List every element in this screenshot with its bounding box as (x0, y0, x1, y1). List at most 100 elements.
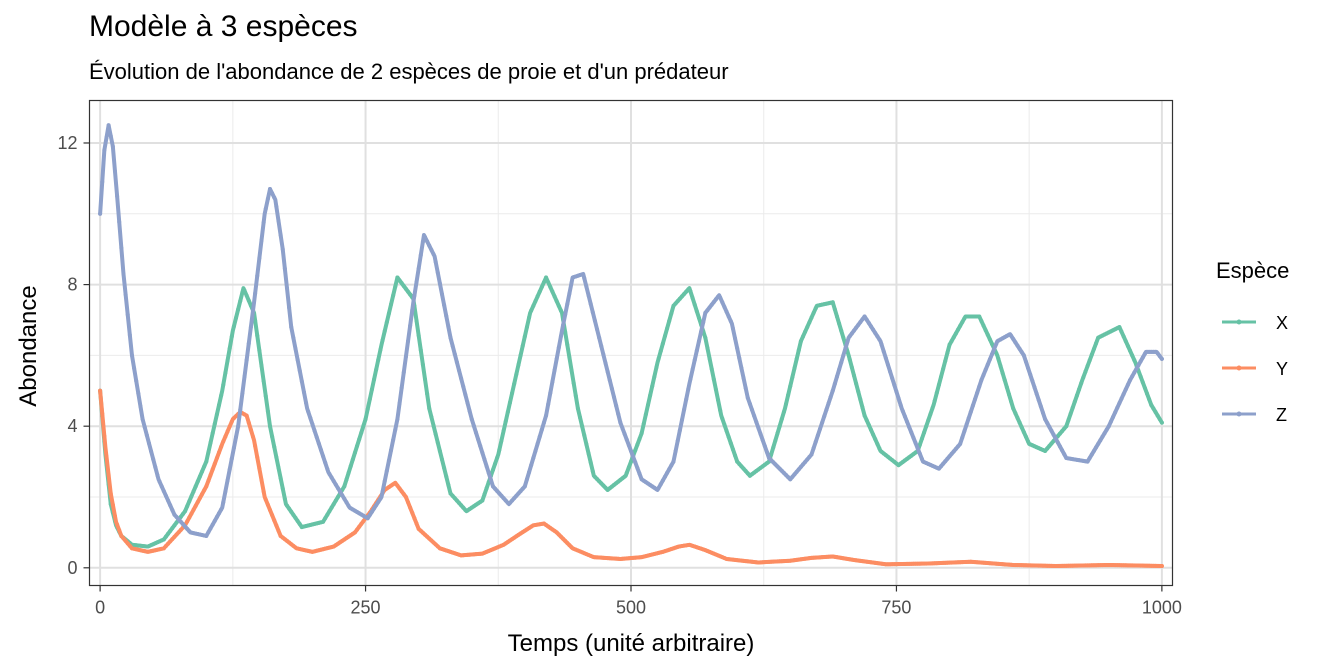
data-point (539, 427, 544, 432)
data-point (257, 348, 262, 353)
data-point (586, 293, 591, 298)
data-point (541, 280, 546, 285)
data-point (270, 513, 275, 518)
data-point (393, 480, 398, 485)
data-point (361, 423, 366, 428)
data-point (552, 368, 557, 373)
data-point (926, 418, 931, 423)
data-point (985, 332, 990, 337)
data-point (868, 324, 873, 329)
data-point (265, 409, 270, 414)
data-point (106, 473, 111, 478)
data-point (1017, 346, 1022, 351)
data-point (879, 342, 884, 347)
data-point (830, 388, 835, 393)
data-point (340, 493, 345, 498)
data-point (329, 505, 334, 510)
data-point (677, 428, 682, 433)
data-point (355, 444, 360, 449)
data-point (102, 434, 107, 439)
data-point (510, 391, 515, 396)
data-point (692, 302, 697, 307)
data-point (1155, 351, 1160, 356)
data-point (922, 430, 927, 435)
data-point (860, 405, 865, 410)
data-point (259, 478, 264, 482)
data-point (656, 486, 661, 491)
data-point (261, 489, 266, 494)
data-point (569, 368, 574, 373)
data-point (987, 337, 992, 342)
data-point (529, 463, 534, 468)
data-point (304, 401, 309, 406)
data-point (289, 509, 294, 514)
data-point (110, 502, 115, 507)
data-point (163, 534, 168, 539)
data-point (858, 320, 863, 325)
data-point (626, 465, 631, 470)
data-point (323, 460, 328, 465)
data-point (728, 441, 733, 446)
data-point (1085, 364, 1090, 369)
data-point (945, 350, 950, 355)
data-point (824, 407, 829, 412)
data-point (459, 376, 464, 381)
data-point (1013, 340, 1018, 345)
data-point (973, 397, 978, 402)
chart-subtitle: Évolution de l'abondance de 2 espèces de… (89, 59, 729, 84)
data-point (350, 457, 355, 462)
data-point (684, 397, 689, 402)
data-point (977, 384, 982, 389)
data-point (713, 387, 718, 392)
data-point (970, 403, 975, 408)
data-point (979, 378, 984, 383)
data-point (1128, 378, 1133, 383)
data-point (1121, 391, 1126, 396)
data-point (263, 206, 268, 211)
data-point (486, 470, 491, 475)
data-point (98, 211, 103, 216)
data-point (261, 220, 266, 225)
data-point (242, 374, 247, 379)
legend-key-point (1236, 319, 1242, 325)
legend-label: X (1276, 313, 1288, 333)
data-point (433, 259, 438, 264)
data-point (1015, 415, 1020, 420)
data-point (1123, 339, 1128, 344)
data-point (847, 334, 852, 339)
data-point (217, 511, 222, 516)
data-point (877, 446, 882, 451)
data-point (771, 445, 776, 450)
data-point (1049, 428, 1054, 433)
data-point (809, 315, 814, 320)
data-point (1068, 411, 1073, 416)
data-point (856, 322, 861, 327)
data-point (221, 439, 226, 444)
data-point (992, 347, 997, 352)
data-point (202, 488, 207, 493)
x-tick-label: 0 (95, 598, 105, 618)
data-point (979, 319, 984, 324)
data-point (866, 423, 871, 428)
data-point (155, 473, 160, 478)
data-point (1026, 366, 1031, 371)
data-point (289, 325, 294, 330)
data-point (994, 341, 999, 346)
data-point (990, 352, 994, 357)
data-point (157, 479, 162, 484)
data-point (361, 519, 366, 524)
data-point (297, 368, 302, 373)
data-point (633, 448, 638, 453)
data-point (968, 410, 973, 415)
data-point (612, 395, 617, 400)
data-point (238, 298, 243, 303)
data-point (546, 402, 551, 407)
data-point (132, 366, 137, 371)
data-point (1045, 421, 1050, 426)
series-x (98, 275, 1164, 549)
data-point (616, 412, 621, 417)
data-point (151, 457, 156, 462)
data-point (406, 289, 411, 294)
data-point (584, 442, 589, 447)
data-point (454, 360, 459, 365)
